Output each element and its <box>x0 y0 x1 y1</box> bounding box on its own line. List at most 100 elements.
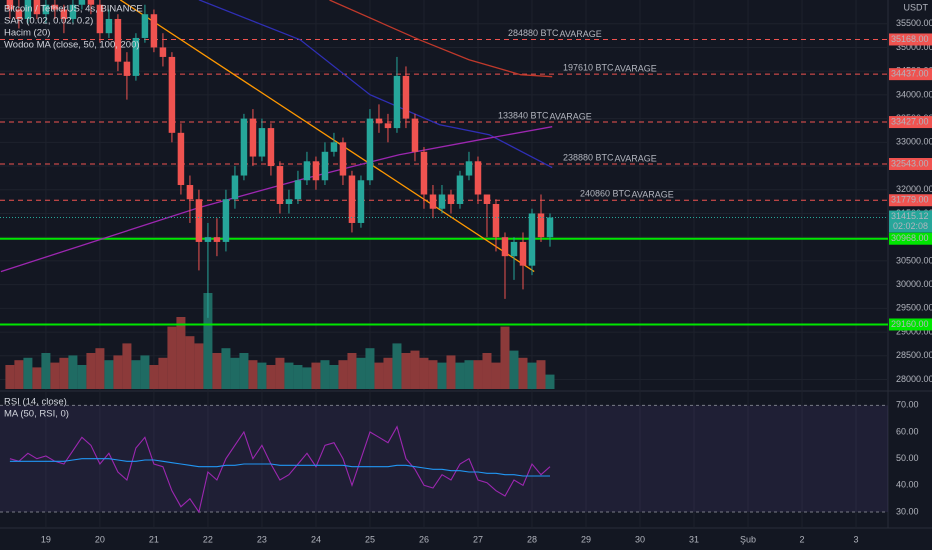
candle-body <box>393 75 401 129</box>
volume-bar <box>50 362 60 389</box>
candle-body <box>321 151 329 181</box>
rsi-pane <box>0 404 888 514</box>
x-tick-label: 28 <box>527 534 537 544</box>
volume-bar <box>482 353 492 389</box>
x-tick-label: 21 <box>149 534 159 544</box>
x-tick-label: 24 <box>311 534 321 544</box>
candle-body <box>483 194 491 204</box>
volume-bar <box>446 355 456 389</box>
volume-bar <box>518 357 528 389</box>
candle-body <box>366 118 374 181</box>
y-tick-label: 60.00 <box>896 426 919 436</box>
candle-body <box>6 0 14 10</box>
candle-body <box>258 128 266 157</box>
rsi-line <box>9 425 551 514</box>
y-tick-label: 30.00 <box>896 506 919 516</box>
candle-body <box>24 0 32 19</box>
candle-body <box>339 142 347 176</box>
candle-body <box>204 237 212 242</box>
volume-bar <box>230 357 240 389</box>
candle-body <box>402 75 410 119</box>
candle-body <box>474 161 482 195</box>
volume-bar <box>356 357 366 389</box>
candle-body <box>159 47 167 57</box>
level-label: 32543.00 <box>891 158 929 168</box>
x-tick-label: 26 <box>419 534 429 544</box>
volume-bar <box>14 360 24 389</box>
volume-bar <box>383 357 393 389</box>
volume-bar <box>500 326 510 389</box>
y-tick-label: 30000.00 <box>896 279 932 289</box>
level-annotation: 284880 BTC <box>508 28 559 38</box>
volume-bar <box>338 360 348 389</box>
volume-bar <box>203 293 213 389</box>
volume-bar <box>5 365 15 389</box>
candle-body <box>222 199 230 242</box>
candle-body <box>447 194 455 204</box>
level-tag: AVARAGE <box>550 111 592 121</box>
level-annotation: 197610 BTC <box>563 63 614 73</box>
candle-body <box>546 217 554 238</box>
candle-body <box>384 123 392 129</box>
level-badge <box>889 194 932 207</box>
volume-bar <box>176 317 186 389</box>
volume-bar <box>311 362 321 389</box>
indicator-line <box>0 126 553 273</box>
x-tick-label: 29 <box>581 534 591 544</box>
volume-bar <box>464 360 474 389</box>
volume-bar <box>257 362 267 389</box>
volume-bar <box>419 357 429 389</box>
level-badge <box>889 318 932 331</box>
y-tick-label: 29000.00 <box>896 326 932 336</box>
candle-body <box>195 199 203 242</box>
candle-body <box>42 4 50 15</box>
candle-body <box>330 142 338 152</box>
level-badge <box>889 68 932 81</box>
volume-bar <box>374 362 384 389</box>
volume-bar <box>275 357 285 389</box>
currency: USDT <box>904 2 929 12</box>
level-badge <box>889 33 932 46</box>
volume-bar <box>347 353 357 389</box>
rsi-line <box>9 458 550 477</box>
level-tag: AVARAGE <box>560 29 602 39</box>
x-tick-label: 31 <box>689 534 699 544</box>
volume-bar <box>320 360 330 389</box>
indicator-label: SAR (0.02, 0.02, 0.2) <box>4 16 93 27</box>
candle-body <box>60 9 68 19</box>
candle-body <box>141 14 149 38</box>
volume-bar <box>95 348 105 389</box>
candle-body <box>348 175 356 223</box>
volume-bar <box>239 353 249 389</box>
volume-bar <box>428 360 438 389</box>
level-label: 35168.00 <box>891 34 929 44</box>
volume-bar <box>509 350 519 389</box>
chart-title: Bitcoin / TetherUS, 4s, BINANCE <box>4 4 143 15</box>
indicator-label: Wodoo MA (close, 50, 100, 200) <box>4 40 140 51</box>
countdown-label: 02:02:08 <box>893 221 928 231</box>
volume-bar <box>302 367 312 389</box>
candle-body <box>276 166 284 204</box>
candle-body <box>267 128 275 167</box>
candle-body <box>294 180 302 200</box>
volume-bar <box>32 367 42 389</box>
x-tick-label: 23 <box>257 534 267 544</box>
candle-body <box>438 194 446 209</box>
volume-bar <box>401 353 411 389</box>
candle-body <box>96 4 104 34</box>
y-tick-label: 32000.00 <box>896 184 932 194</box>
volume-bar <box>113 355 123 389</box>
level-label: 29160.00 <box>891 319 929 329</box>
level-badge <box>889 116 932 129</box>
candle-body <box>186 185 194 200</box>
candle-body <box>456 175 464 204</box>
volume-bar <box>248 360 258 389</box>
volume-bar <box>284 362 294 389</box>
volume-bar <box>221 348 231 389</box>
candle-body <box>213 237 221 242</box>
level-label: 34437.00 <box>891 69 929 79</box>
y-tick-label: 50.00 <box>896 453 919 463</box>
